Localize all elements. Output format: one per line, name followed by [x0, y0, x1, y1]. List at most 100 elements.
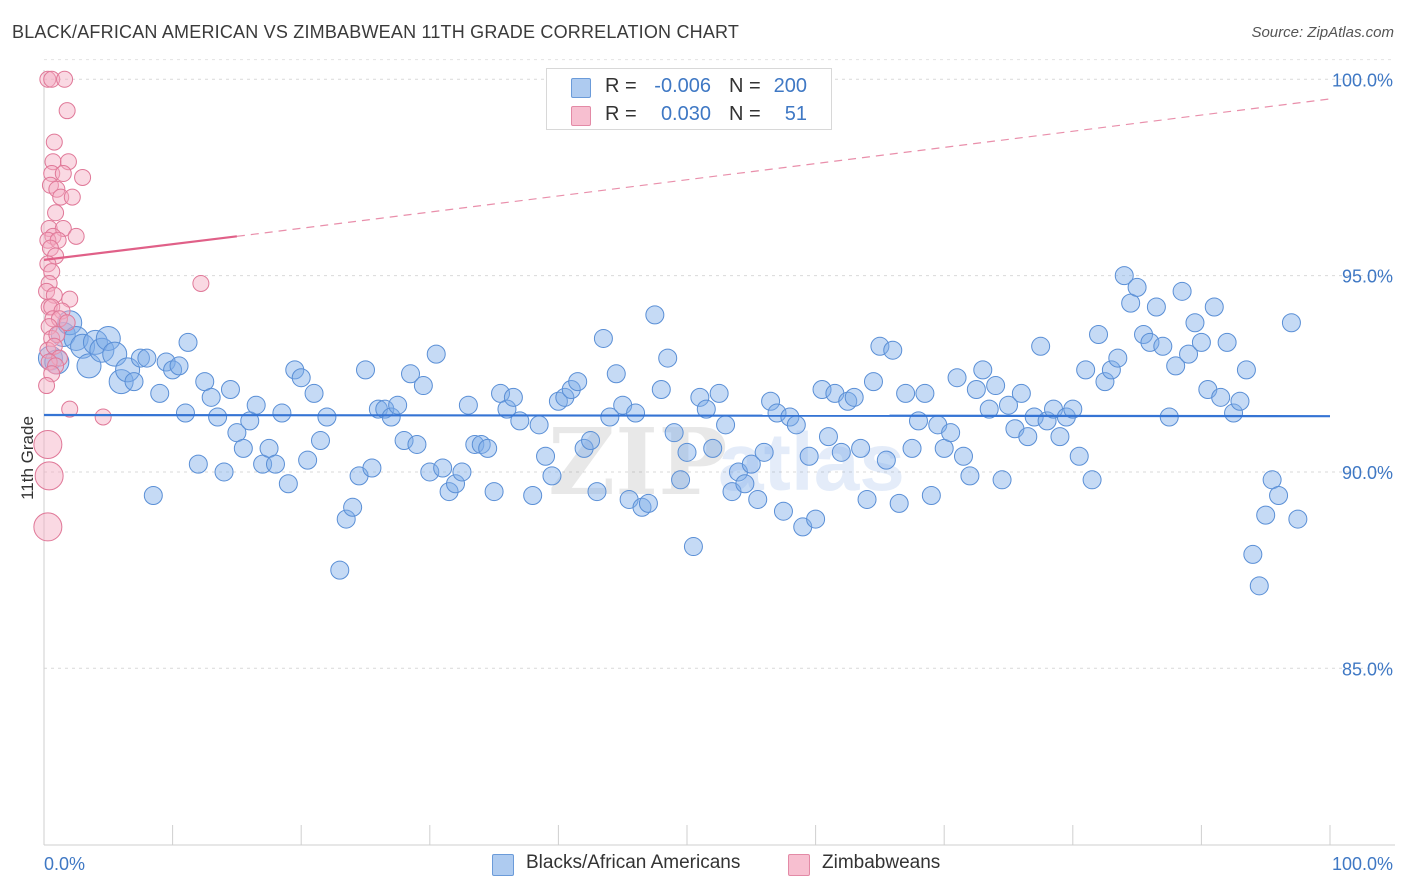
data-point-zimbabweans	[47, 204, 65, 222]
legend-n-label: N =	[729, 103, 761, 125]
data-point-blacks	[401, 364, 421, 384]
data-point-blacks	[806, 509, 826, 529]
data-point-zimbabweans	[94, 408, 112, 426]
data-point-blacks	[973, 360, 993, 380]
data-point-blacks	[381, 407, 401, 427]
data-point-blacks	[484, 482, 504, 502]
data-point-blacks	[1089, 325, 1109, 345]
data-point-blacks	[735, 474, 755, 494]
data-point-blacks	[1069, 446, 1089, 466]
data-point-blacks	[831, 442, 851, 462]
data-point-blacks	[529, 415, 549, 435]
data-point-zimbabweans	[44, 310, 62, 328]
bottom-legend-swatch-blacks	[492, 854, 514, 876]
legend-r-value: 0.030	[660, 103, 711, 125]
data-point-blacks	[587, 482, 607, 502]
data-point-blacks	[169, 356, 189, 376]
data-point-blacks	[272, 403, 292, 423]
data-point-blacks	[1114, 266, 1134, 286]
data-point-blacks	[941, 423, 961, 443]
data-point-blacks	[542, 466, 562, 486]
data-point-blacks	[671, 470, 691, 490]
data-point-blacks	[330, 560, 350, 580]
data-point-blacks	[761, 391, 781, 411]
data-point-blacks	[902, 438, 922, 458]
data-point-blacks	[375, 399, 395, 419]
data-point-blacks	[465, 434, 485, 454]
data-point-blacks	[857, 489, 877, 509]
data-point-blacks	[317, 407, 337, 427]
data-point-blacks	[1191, 332, 1211, 352]
data-point-blacks	[1153, 336, 1173, 356]
data-point-zimbabweans	[61, 400, 79, 418]
data-point-blacks	[947, 368, 967, 388]
data-point-blacks	[986, 376, 1006, 396]
data-point-blacks	[1076, 360, 1096, 380]
data-point-blacks	[446, 474, 466, 494]
legend-r-label: R =	[605, 75, 637, 97]
data-point-blacks	[638, 493, 658, 513]
y-axis-label: 11th Grade	[18, 416, 37, 500]
data-point-blacks	[568, 372, 588, 392]
data-point-blacks	[1101, 360, 1121, 380]
data-point-blacks	[433, 458, 453, 478]
data-point-blacks	[298, 450, 318, 470]
data-point-blacks	[388, 395, 408, 415]
y-tick-label: 85.0%	[1342, 659, 1393, 679]
data-point-blacks	[1063, 399, 1083, 419]
data-point-zimbabweans	[58, 102, 76, 120]
legend-swatch-blacks	[571, 78, 591, 98]
data-point-blacks	[1011, 383, 1031, 403]
data-point-zimbabweans	[61, 290, 79, 308]
data-point-blacks	[291, 368, 311, 388]
data-point-blacks	[716, 415, 736, 435]
data-point-blacks	[343, 497, 363, 517]
data-point-blacks	[150, 383, 170, 403]
x-tick-label: 0.0%	[44, 854, 85, 874]
data-point-blacks	[1185, 313, 1205, 333]
data-point-zimbabweans	[74, 168, 92, 186]
data-point-blacks	[703, 438, 723, 458]
data-point-blacks	[1127, 277, 1147, 297]
data-point-blacks	[645, 305, 665, 325]
data-point-zimbabweans	[56, 70, 74, 88]
data-point-zimbabweans	[58, 314, 76, 332]
data-point-blacks	[1018, 427, 1038, 447]
data-point-blacks	[921, 486, 941, 506]
trend-line-blacks	[43, 413, 1331, 418]
data-point-blacks	[754, 442, 774, 462]
data-point-zimbabweans	[38, 377, 56, 395]
legend-n-value: 200	[773, 75, 807, 97]
data-point-blacks	[1281, 313, 1301, 333]
bottom-legend-swatch-zimbabweans	[788, 854, 810, 876]
data-point-blacks	[536, 446, 556, 466]
data-point-blacks	[915, 383, 935, 403]
trend-line-zimbabweans-dashed	[236, 98, 1331, 237]
data-point-blacks	[1249, 576, 1269, 596]
data-point-blacks	[593, 328, 613, 348]
data-point-blacks	[773, 501, 793, 521]
data-point-blacks	[876, 450, 896, 470]
data-point-blacks	[1146, 297, 1166, 317]
data-point-blacks	[1211, 387, 1231, 407]
data-point-blacks	[1095, 372, 1115, 392]
data-point-blacks	[458, 395, 478, 415]
data-point-blacks	[709, 383, 729, 403]
data-point-blacks	[285, 360, 305, 380]
series-zimbabweans-points	[33, 70, 210, 542]
data-point-blacks	[767, 403, 787, 423]
x-tick-label: 100.0%	[1332, 854, 1393, 874]
data-point-blacks	[677, 442, 697, 462]
data-point-blacks	[394, 431, 414, 451]
data-point-zimbabweans	[33, 429, 63, 459]
data-point-blacks	[581, 431, 601, 451]
data-point-blacks	[953, 446, 973, 466]
data-point-blacks	[1269, 486, 1289, 506]
data-point-blacks	[175, 403, 195, 423]
data-point-blacks	[1230, 391, 1250, 411]
data-point-blacks	[966, 379, 986, 399]
data-point-blacks	[786, 415, 806, 435]
data-point-blacks	[233, 438, 253, 458]
data-point-blacks	[1172, 281, 1192, 301]
data-point-blacks	[523, 486, 543, 506]
